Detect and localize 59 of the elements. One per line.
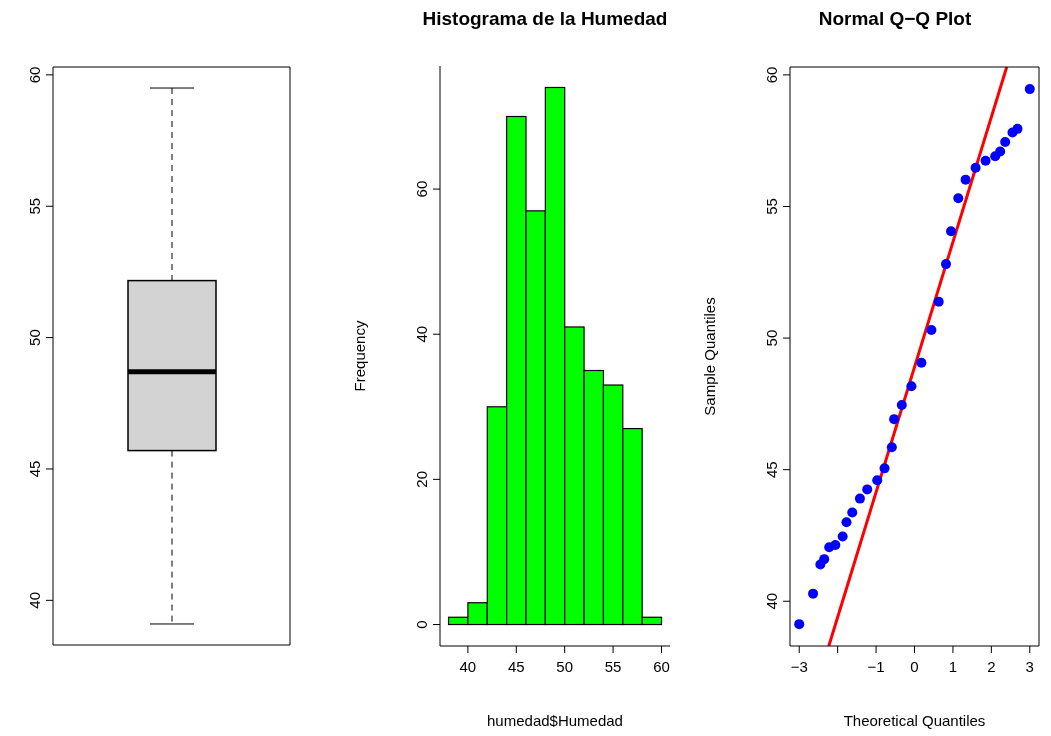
x-tick-label: 50 [556, 657, 574, 675]
point [926, 324, 937, 335]
point [941, 259, 952, 270]
chart-title: Histograma de la Humedad [421, 8, 669, 30]
x-tick-label: 60 [653, 657, 670, 675]
point [847, 507, 858, 518]
y-axis-title: Sample Quantiles [701, 297, 719, 416]
point [953, 193, 964, 204]
y-tick-label: 45 [26, 460, 43, 478]
point [886, 442, 897, 453]
y-axis-title: Frequency [351, 320, 369, 392]
point [819, 554, 830, 565]
point [916, 357, 927, 368]
x-tick-label: 2 [987, 657, 996, 675]
point [830, 539, 841, 550]
y-tick-label: 55 [763, 198, 780, 215]
y-tick-label: 40 [26, 591, 43, 609]
point [854, 493, 865, 504]
point [879, 463, 890, 474]
x-tick-label: 0 [910, 657, 919, 675]
x-axis-title: Theoretical Quantiles [843, 712, 986, 729]
y-tick-label: 60 [26, 66, 43, 84]
point [960, 174, 971, 185]
x-tick-label: 45 [507, 657, 525, 675]
point [933, 296, 944, 307]
point [980, 155, 991, 166]
y-tick-label: 50 [26, 329, 43, 346]
y-tick-label: 55 [26, 197, 43, 215]
point [946, 226, 957, 237]
chart-title: Normal Q−Q Plot [817, 8, 973, 30]
y-tick-label: 60 [413, 180, 430, 198]
x-tick-label: 55 [604, 657, 622, 675]
y-tick-label: 40 [413, 325, 430, 343]
point [794, 619, 805, 630]
y-tick-label: 50 [763, 329, 780, 347]
x-tick-label: −1 [867, 657, 885, 675]
point [872, 475, 883, 486]
point [970, 162, 981, 173]
point [889, 414, 900, 425]
y-tick-label: 20 [413, 471, 430, 488]
y-tick-label: 40 [763, 592, 780, 610]
point [837, 531, 848, 542]
point [862, 484, 873, 495]
x-tick-label: 3 [1025, 657, 1034, 675]
point [896, 399, 907, 410]
point [808, 588, 819, 599]
point [1024, 84, 1035, 95]
point [1012, 123, 1023, 134]
point [1000, 137, 1011, 148]
x-tick-label: −3 [790, 657, 808, 675]
x-tick-label: 40 [459, 657, 477, 675]
x-tick-label: 1 [948, 657, 958, 675]
point [995, 146, 1006, 157]
y-tick-label: 45 [763, 461, 780, 479]
y-tick-label: 0 [413, 620, 430, 629]
point [841, 517, 852, 528]
point [906, 381, 917, 392]
x-axis-title: humedad$Humedad [487, 712, 623, 729]
y-tick-label: 60 [763, 66, 780, 84]
